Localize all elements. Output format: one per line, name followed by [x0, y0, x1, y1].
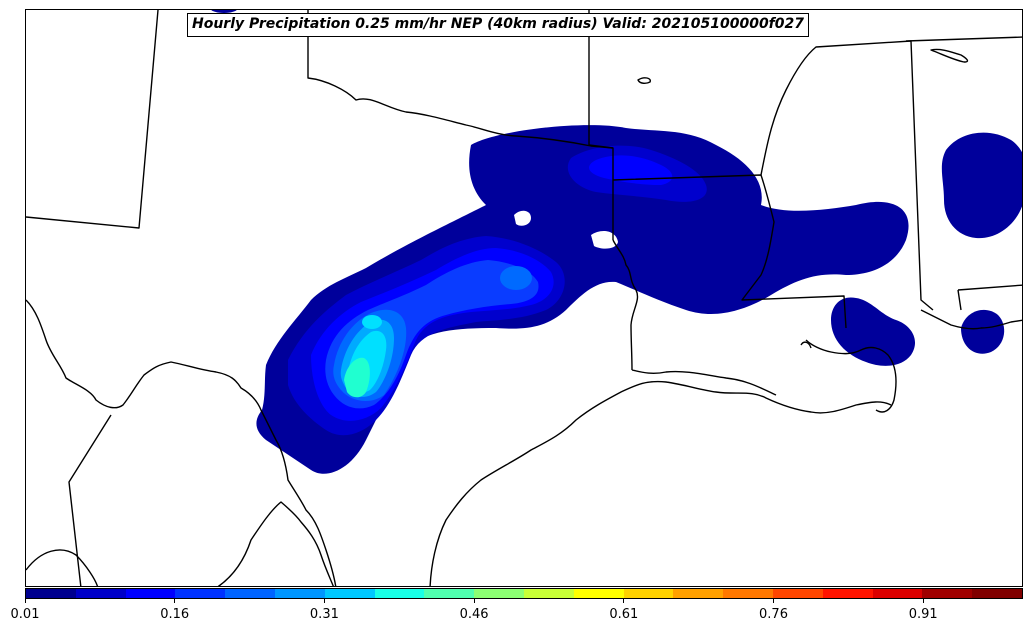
colorbar-segment	[324, 589, 375, 598]
colorbar-tick-label: 0.76	[759, 607, 788, 622]
colorbar-tick	[174, 599, 176, 603]
colorbar-segment	[523, 589, 574, 598]
colorbar-segment	[872, 589, 923, 598]
colorbar-segment	[673, 589, 724, 598]
colorbar-segment	[922, 589, 973, 598]
colorbar-segment	[723, 589, 773, 598]
colorbar-segment	[225, 589, 275, 598]
state-boundary	[760, 40, 934, 311]
precip-contour-level-3-north	[589, 155, 673, 185]
state-boundary	[307, 10, 614, 149]
coastline	[920, 309, 1022, 330]
lake-outline	[637, 77, 651, 85]
colorbar-tick	[473, 599, 475, 603]
precip-contour-level-1-east	[941, 132, 1022, 239]
colorbar-segment	[175, 589, 226, 598]
colorbar-tick	[623, 599, 625, 603]
colorbar-segment	[424, 589, 475, 598]
coastline	[429, 380, 892, 586]
state-boundary	[612, 239, 639, 371]
colorbar-segment	[75, 589, 126, 598]
coastline	[805, 339, 897, 413]
map-boundaries	[26, 10, 1022, 586]
precip-contour-level-1-east-gulf	[961, 309, 1005, 354]
colorbar-tick-label: 0.61	[609, 607, 639, 622]
precip-contour-level-1-top	[211, 10, 237, 13]
precip-contour-level-5-small	[500, 266, 532, 290]
colorbar-tick-label: 0.01	[10, 607, 40, 622]
precipitation-field	[211, 10, 1022, 474]
colorbar-tick-label: 0.16	[160, 607, 190, 622]
state-boundary	[905, 36, 1022, 42]
country-boundary	[26, 299, 337, 586]
map-title: Hourly Precipitation 0.25 mm/hr NEP (40k…	[187, 13, 810, 37]
state-boundary	[612, 174, 847, 329]
state-boundary	[26, 10, 159, 229]
lake-outline	[930, 48, 969, 63]
colorbar-tick-label: 0.91	[908, 607, 938, 622]
precipitation-map	[26, 10, 1022, 586]
coastline	[800, 341, 812, 349]
state-boundary	[957, 289, 962, 311]
colorbar-segment	[573, 589, 624, 598]
colorbar-segment	[374, 589, 425, 598]
precip-contour-level-7-small	[362, 315, 382, 329]
colorbar-segment	[474, 589, 524, 598]
colorbar-segment	[972, 589, 1022, 598]
precip-contour-level-1-gulf	[831, 297, 916, 366]
colorbar-segment	[623, 589, 674, 598]
colorbar-tick	[323, 599, 325, 603]
state-boundary	[26, 549, 99, 586]
colorbar-segment	[822, 589, 873, 598]
colorbar-tick	[24, 599, 26, 603]
precip-gap	[514, 210, 531, 226]
colorbar-segment	[26, 589, 76, 598]
colorbar-tick	[773, 599, 774, 603]
colorbar-tick-label: 0.46	[459, 607, 489, 622]
map-panel	[25, 9, 1023, 587]
coastline	[631, 369, 777, 396]
colorbar-tick-label: 0.31	[309, 607, 339, 622]
colorbar	[25, 588, 1023, 599]
colorbar-segment	[772, 589, 823, 598]
precip-contour-level-1	[256, 125, 909, 474]
state-boundary	[957, 284, 1022, 291]
state-boundary	[68, 414, 112, 586]
colorbar-segment	[274, 589, 325, 598]
precip-contour-level-8	[344, 357, 370, 398]
colorbar-tick	[922, 599, 924, 603]
precip-gap	[591, 230, 618, 249]
state-boundary	[217, 501, 334, 586]
state-boundary	[588, 10, 614, 240]
colorbar-segment	[125, 589, 176, 598]
